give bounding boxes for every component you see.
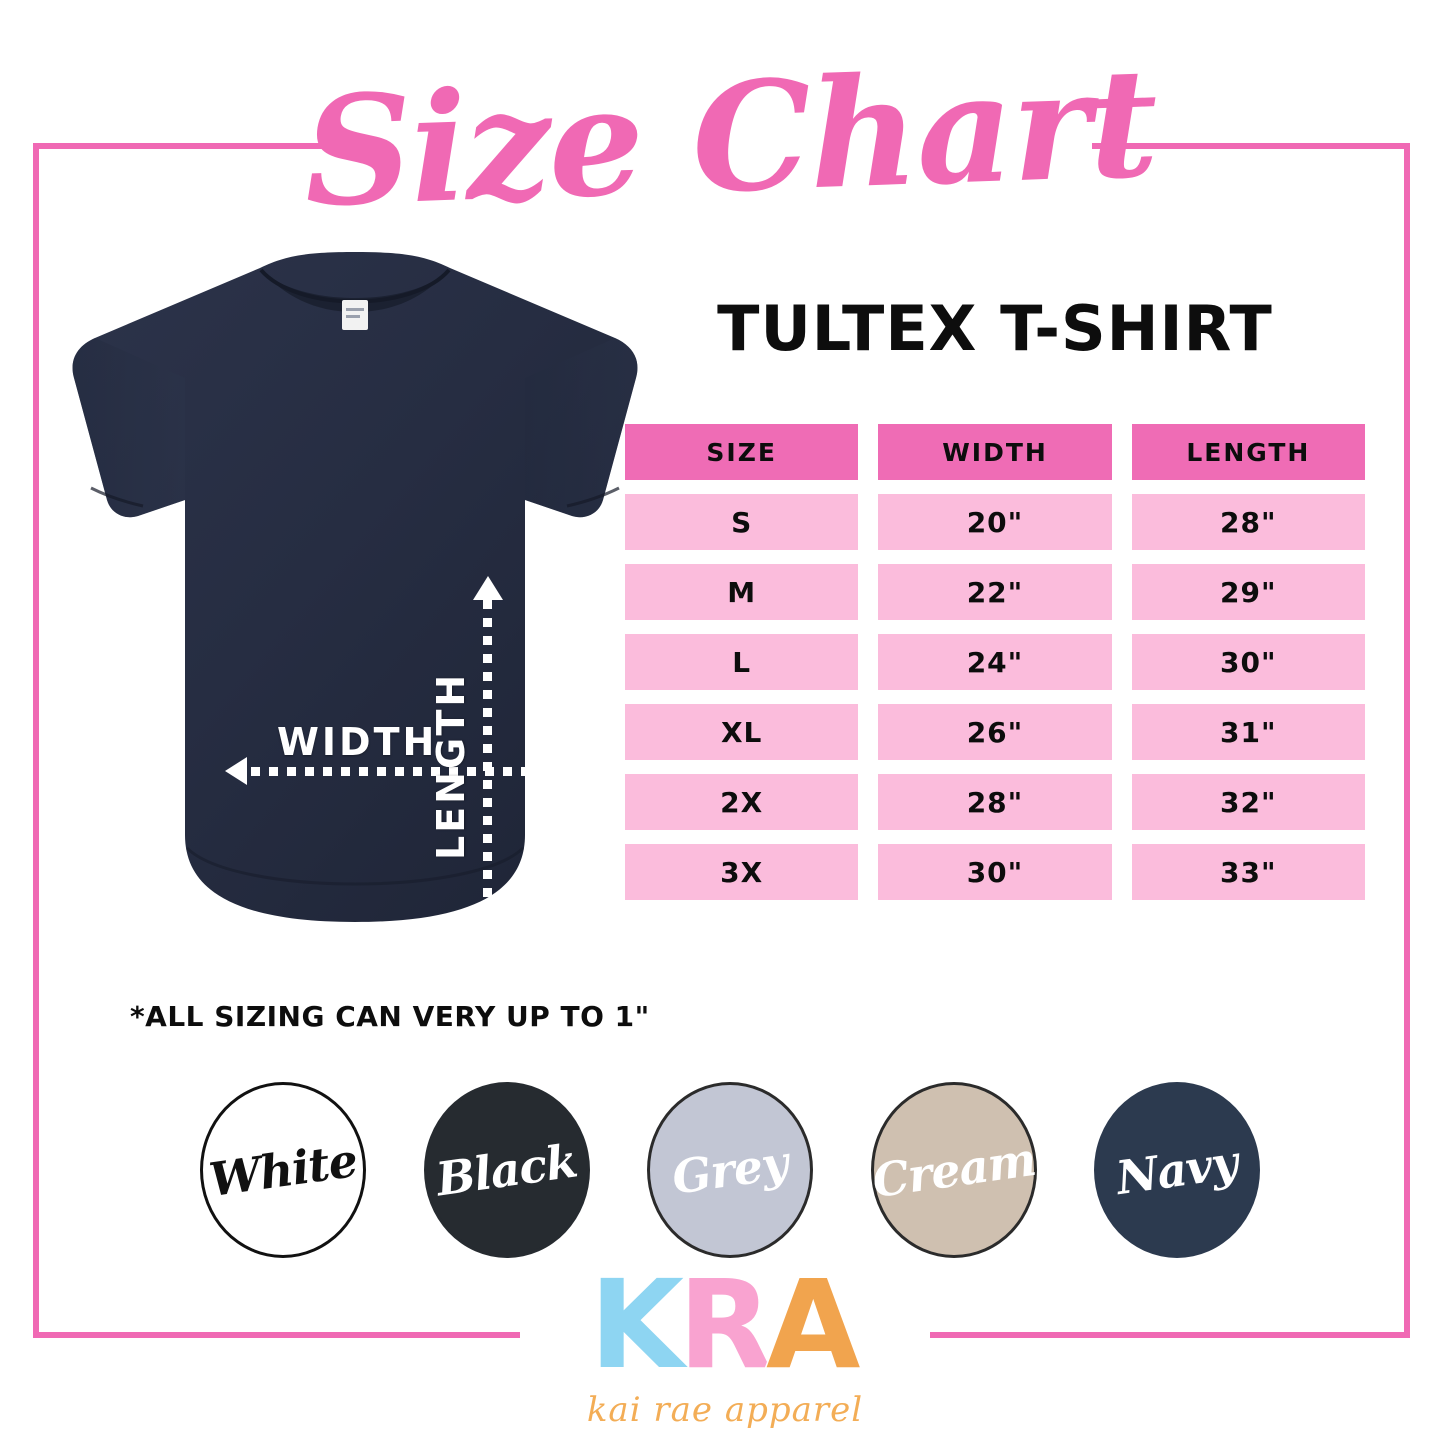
cell-size: L (625, 634, 859, 690)
table-row: 2X 28" 32" (625, 774, 1365, 830)
cell-width: 28" (878, 774, 1112, 830)
length-arrow-up-icon (473, 576, 503, 600)
cell-width: 24" (878, 634, 1112, 690)
width-arrow-left-icon (225, 757, 247, 785)
cell-size: XL (625, 704, 859, 760)
cell-width: 20" (878, 494, 1112, 550)
table-row: M 22" 29" (625, 564, 1365, 620)
cell-size: M (625, 564, 859, 620)
frame-border-bottom-left (33, 1332, 520, 1338)
table-row: L 24" 30" (625, 634, 1365, 690)
color-swatch-navy[interactable]: Navy (1094, 1082, 1260, 1258)
column-header-width: WIDTH (878, 424, 1112, 480)
column-header-size: SIZE (625, 424, 859, 480)
sizing-disclaimer: *ALL SIZING CAN VERY UP TO 1" (130, 1000, 650, 1033)
tshirt-illustration (72, 252, 638, 922)
frame-border-bottom-right (930, 1332, 1410, 1338)
cell-width: 30" (878, 844, 1112, 900)
brand-tagline: kai rae apparel (586, 1390, 864, 1430)
cell-size: 3X (625, 844, 859, 900)
cell-length: 31" (1131, 704, 1365, 760)
table-header-row: SIZE WIDTH LENGTH (625, 424, 1365, 480)
frame-border-top-right (1092, 143, 1410, 149)
logo-letter-a: A (765, 1254, 862, 1396)
width-label: WIDTH (277, 720, 438, 764)
cell-width: 26" (878, 704, 1112, 760)
frame-border-left (33, 143, 39, 1338)
color-swatch-grey[interactable]: Grey (647, 1082, 813, 1258)
frame-border-right (1404, 143, 1410, 1338)
logo-letter-r: R (677, 1254, 774, 1396)
cell-length: 30" (1131, 634, 1365, 690)
cell-width: 22" (878, 564, 1112, 620)
width-measure-line (251, 767, 551, 776)
cell-size: S (625, 494, 859, 550)
length-label: LENGTH (429, 671, 473, 860)
page-title: Size Chart (301, 34, 1159, 241)
table-row: 3X 30" 33" (625, 844, 1365, 900)
color-swatch-black[interactable]: Black (423, 1082, 590, 1258)
cell-size: 2X (625, 774, 859, 830)
cell-length: 28" (1131, 494, 1365, 550)
color-swatch-cream[interactable]: Cream (868, 1082, 1039, 1258)
tshirt-diagram: WIDTH LENGTH (55, 250, 655, 1140)
brand-logo-letters: K R A (545, 1263, 905, 1388)
table-row: S 20" 28" (625, 494, 1365, 550)
color-swatch-label: Cream (868, 1131, 1039, 1209)
color-swatch-label: Navy (1113, 1134, 1241, 1206)
cell-length: 29" (1131, 564, 1365, 620)
color-swatch-label: White (205, 1132, 361, 1208)
cell-length: 32" (1131, 774, 1365, 830)
width-arrow-right-icon (553, 757, 575, 785)
logo-letter-k: K (588, 1254, 686, 1396)
color-swatch-label: Black (432, 1133, 581, 1207)
column-header-length: LENGTH (1131, 424, 1365, 480)
color-swatch-row: White Black Grey Cream Navy (200, 1082, 1260, 1258)
color-swatch-label: Grey (669, 1135, 791, 1205)
length-measure-line (483, 600, 492, 1120)
product-title: TULTEX T-SHIRT (717, 292, 1273, 365)
brand-logo: K R A kai rae apparel (545, 1263, 905, 1443)
frame-border-top-left (33, 143, 353, 149)
color-swatch-white[interactable]: White (200, 1082, 366, 1258)
cell-length: 33" (1131, 844, 1365, 900)
size-table: SIZE WIDTH LENGTH S 20" 28" M 22" 29" L … (625, 424, 1365, 914)
table-row: XL 26" 31" (625, 704, 1365, 760)
